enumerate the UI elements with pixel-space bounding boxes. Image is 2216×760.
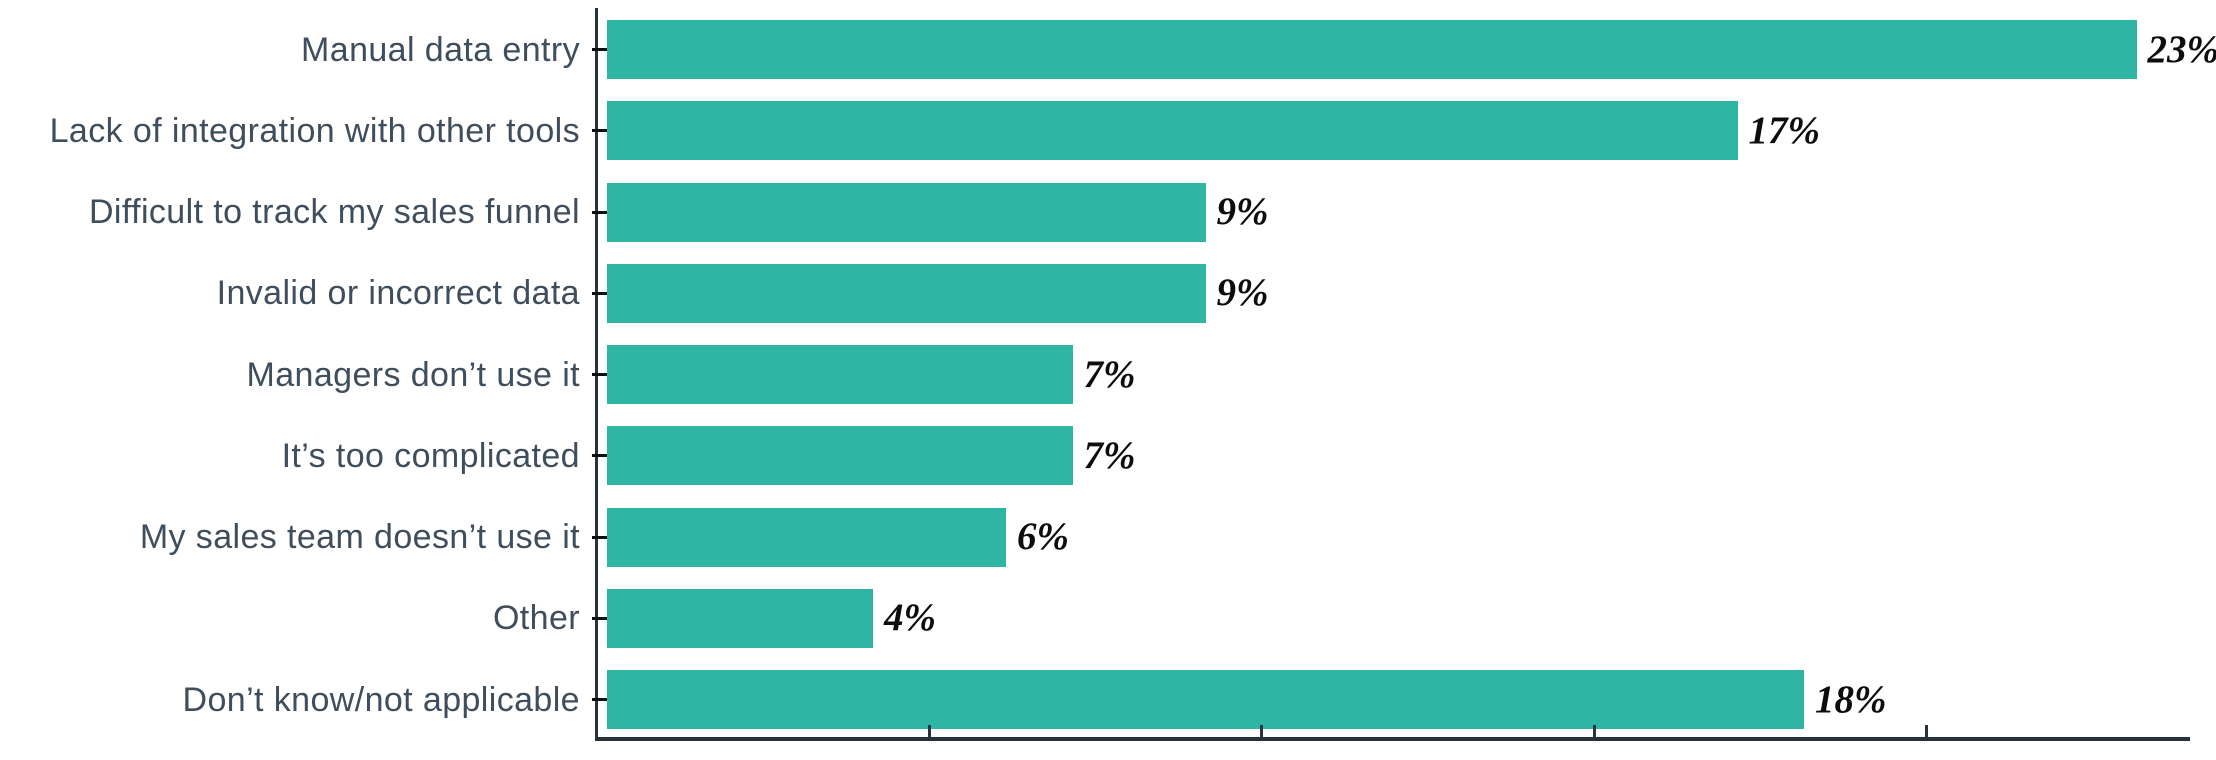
value-label: 9% <box>1216 190 1269 233</box>
value-label: 7% <box>1083 433 1136 477</box>
value-label: 4% <box>884 596 936 640</box>
y-axis-tick <box>592 373 607 376</box>
value-label: 23% <box>2147 27 2216 71</box>
bar <box>607 182 1206 242</box>
bar <box>607 20 2137 79</box>
x-axis-tick <box>927 725 931 738</box>
category-label: Managers don’t use it <box>246 355 580 394</box>
category-label: Invalid or incorrect data <box>216 274 580 313</box>
y-axis-tick <box>592 210 607 214</box>
category-label: Don’t know/not applicable <box>182 680 580 719</box>
bar <box>607 426 1073 486</box>
value-label: 7% <box>1083 352 1136 396</box>
bar <box>607 263 1206 323</box>
value-label: 9% <box>1216 271 1269 315</box>
y-axis-tick <box>592 454 607 458</box>
x-axis-line <box>595 737 2190 741</box>
bar <box>607 345 1073 404</box>
y-axis-tick <box>592 698 607 701</box>
x-axis-tick <box>1592 725 1596 738</box>
category-label: Difficult to track my sales funnel <box>88 193 580 231</box>
value-label: 17% <box>1748 108 1821 152</box>
x-axis-tick <box>1260 725 1263 738</box>
bar <box>607 507 1006 567</box>
category-label: It’s too complicated <box>281 436 580 475</box>
value-label: 18% <box>1815 677 1887 721</box>
value-label: 6% <box>1017 515 1069 558</box>
bar <box>607 588 873 648</box>
y-axis-tick <box>592 129 607 133</box>
category-label: Other <box>492 599 580 638</box>
y-axis-tick <box>592 291 607 295</box>
category-label: Manual data entry <box>301 30 580 69</box>
category-label: My sales team doesn’t use it <box>139 518 580 556</box>
y-axis-tick <box>592 535 607 539</box>
bar <box>607 101 1738 161</box>
bar <box>607 670 1804 729</box>
x-axis-tick <box>1925 725 1928 738</box>
y-axis-tick <box>592 48 607 51</box>
y-axis-tick <box>592 616 607 620</box>
category-label: Lack of integration with other tools <box>49 111 580 150</box>
